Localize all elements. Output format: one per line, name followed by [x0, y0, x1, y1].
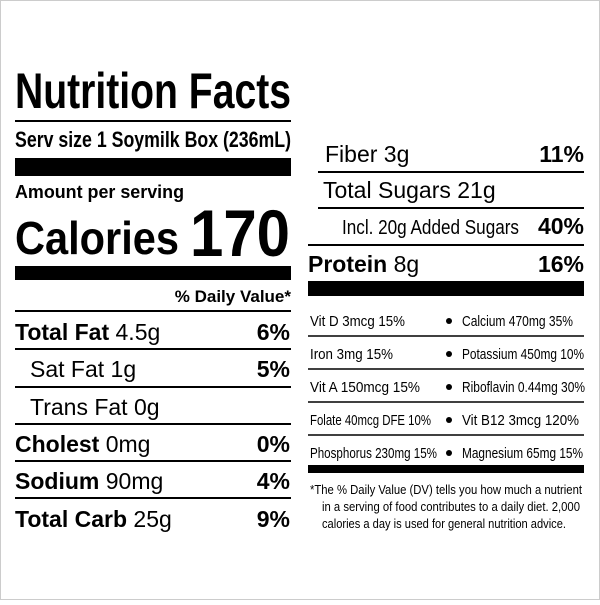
nutrient-dv: 6% [257, 319, 290, 345]
daily-value-heading: % Daily Value* [175, 287, 292, 306]
micronutrient: Phosphorus 230mg 15% [310, 445, 437, 462]
micronutrient: Potassium 450mg 10% [462, 346, 584, 363]
nutrient-row: Trans Fat 0g [30, 394, 160, 420]
serving-size: Serv size 1 Soymilk Box (236mL) [15, 127, 291, 152]
nutrient-dv: 11% [539, 141, 584, 167]
nutrient-amount: 90mg [106, 468, 164, 494]
thick-rule [308, 281, 584, 296]
footnote-line: *The % Daily Value (DV) tells you how mu… [310, 482, 582, 497]
micronutrient: Iron 3mg 15% [310, 346, 393, 363]
nutrient-dv: 9% [257, 506, 290, 532]
title: Nutrition Facts [15, 63, 291, 119]
nutrient-label: Total Fat [15, 319, 109, 345]
nutrient-label: Sat Fat [30, 356, 105, 382]
nutrient-label: Protein [308, 251, 387, 277]
nutrient-amount: 0g [134, 394, 160, 420]
nutrient-row: Cholest 0mg [15, 431, 150, 457]
bullet [446, 450, 452, 456]
thick-rule [15, 158, 291, 176]
nutrient-row: Total Carb 25g [15, 506, 172, 532]
nutrient-dv: 0% [257, 431, 290, 457]
micronutrient: Calcium 470mg 35% [462, 313, 573, 330]
nutrient-amount: 25g [133, 506, 171, 532]
thick-rule [308, 465, 584, 473]
micronutrient: Vit B12 3mcg 120% [462, 412, 579, 429]
nutrient-dv: 16% [538, 251, 584, 277]
nutrient-label: Fiber [325, 141, 378, 167]
micronutrient: Vit D 3mcg 15% [310, 313, 405, 330]
nutrient-row: Sat Fat 1g [30, 356, 136, 382]
nutrient-row: Fiber 3g [325, 141, 409, 167]
nutrient-dv: 5% [257, 356, 290, 382]
nutrient-label: Total Sugars [323, 177, 451, 203]
amount-per-serving: Amount per serving [15, 182, 184, 202]
micronutrient: Magnesium 65mg 15% [462, 445, 583, 462]
micronutrient: Vit A 150mcg 15% [310, 379, 420, 396]
bullet [446, 417, 452, 423]
nutrient-row: Sodium 90mg [15, 468, 163, 494]
nutrient-amount: 0mg [106, 431, 151, 457]
nutrient-label: Trans Fat [30, 394, 128, 420]
nutrient-amount: 3g [384, 141, 410, 167]
nutrient-dv: 4% [257, 468, 290, 494]
thick-rule [15, 266, 291, 280]
nutrient-row: Protein 8g [308, 251, 419, 277]
nutrient-amount: 1g [111, 356, 137, 382]
nutrient-label: Cholest [15, 431, 100, 457]
nutrient-label: Sodium [15, 468, 99, 494]
micronutrient: Riboflavin 0.44mg 30% [462, 379, 585, 396]
nutrient-row: Total Sugars 21g [323, 177, 496, 203]
nutrient-label: Incl. 20g Added Sugars [342, 217, 519, 239]
nutrient-label: Total Carb [15, 506, 127, 532]
micronutrient: Folate 40mcg DFE 10% [310, 412, 431, 429]
nutrient-dv: 40% [538, 213, 584, 239]
nutrient-amount: 4.5g [116, 319, 161, 345]
nutrient-row: Total Fat 4.5g [15, 319, 160, 345]
nutrient-amount: 21g [457, 177, 495, 203]
calories-label: Calories [15, 212, 179, 264]
bullet [446, 318, 452, 324]
micronutrients: Vit D 3mcg 15% Calcium 470mg 35% Iron 3mg … [308, 313, 585, 462]
bullet [446, 384, 452, 390]
footnote-line: calories a day is used for general nutri… [322, 516, 566, 531]
bullet [446, 351, 452, 357]
nutrient-amount: 8g [394, 251, 420, 277]
footnote-line: in a serving of food contributes to a da… [322, 499, 580, 514]
calories-value: 170 [190, 196, 290, 270]
